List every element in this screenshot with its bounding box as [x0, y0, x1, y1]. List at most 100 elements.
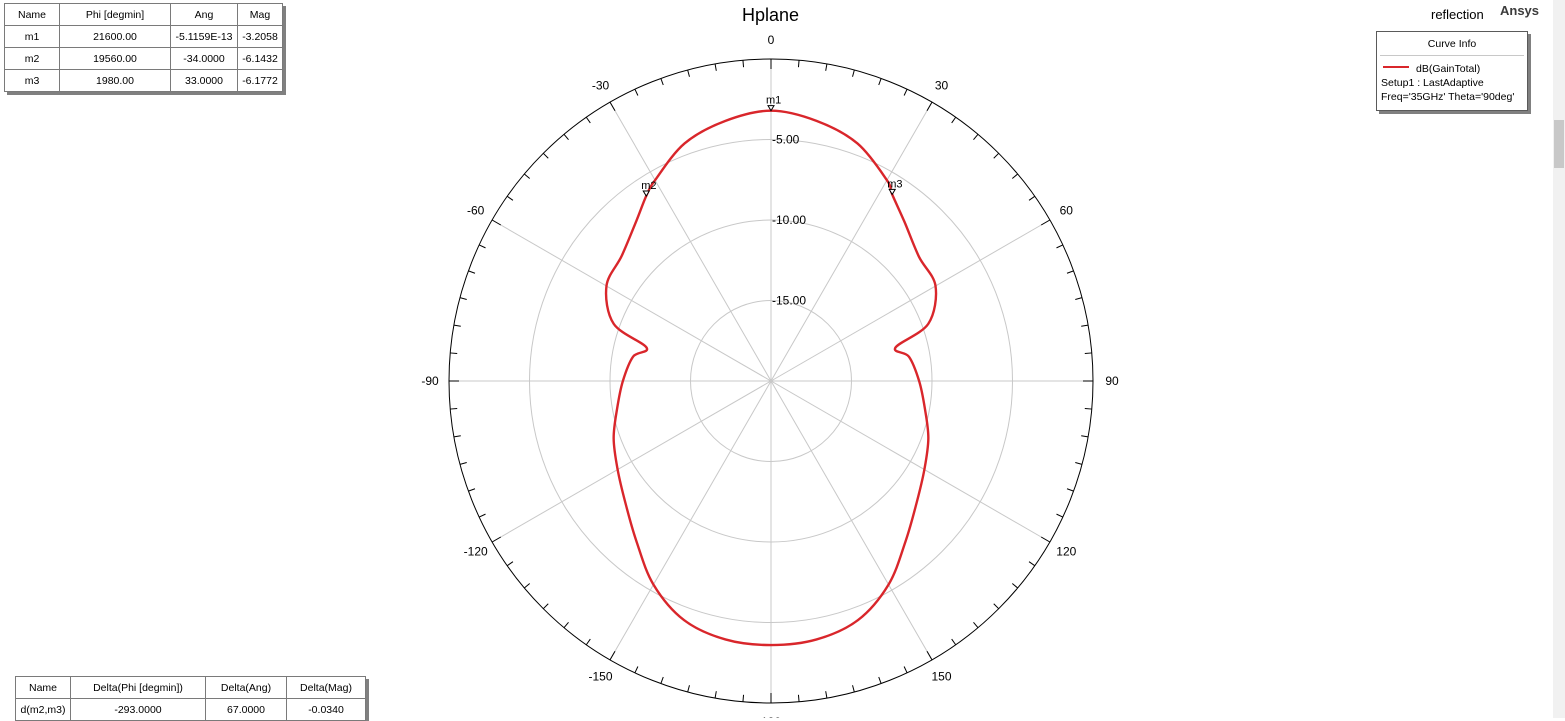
marker-cell: 33.0000 — [170, 69, 238, 92]
delta-row[interactable]: d(m2,m3) -293.0000 67.0000 -0.0340 — [15, 698, 366, 721]
delta-header-ang: Delta(Ang) — [205, 676, 287, 699]
angle-tick — [951, 638, 957, 646]
delta-header-mag: Delta(Mag) — [286, 676, 366, 699]
angle-tick — [993, 603, 1000, 610]
angle-tick — [1081, 435, 1089, 438]
vertical-scrollbar[interactable] — [1553, 0, 1565, 718]
marker-row-m3[interactable]: m3 1980.00 33.0000 -6.1772 — [4, 69, 283, 92]
curve-info-header: Curve Info — [1380, 32, 1524, 56]
angle-tick — [973, 134, 979, 141]
angle-tick — [634, 666, 639, 674]
marker-cell: -6.1772 — [237, 69, 283, 92]
angle-label: 0 — [768, 33, 775, 47]
chart-title: Hplane — [741, 5, 800, 25]
legend-swatch — [1383, 66, 1409, 68]
angular-ticks — [449, 59, 1093, 703]
angle-tick — [878, 78, 882, 86]
delta-cell: d(m2,m3) — [15, 698, 71, 721]
angle-tick — [825, 63, 828, 71]
angle-tick — [1011, 583, 1018, 589]
angle-label: 60 — [1060, 204, 1074, 218]
angle-label: 30 — [935, 79, 949, 93]
grid-spoke — [770, 380, 1051, 543]
angle-tick — [1075, 297, 1083, 300]
curve-layer — [604, 109, 938, 647]
angle-tick — [459, 297, 467, 300]
marker-row-m1[interactable]: m1 21600.00 -5.1159E-13 -3.2058 — [4, 25, 283, 48]
angle-tick — [453, 435, 461, 438]
angle-labels: 0 30 60 90 120 150 180 -150 -120 -90 -60 -30 — [421, 33, 1119, 718]
radial-labels: -5.00 -10.00 -15.00 — [772, 133, 806, 308]
angle-tick — [1066, 488, 1074, 492]
angle-label: 180 — [761, 715, 781, 718]
grid-spoke — [491, 380, 772, 543]
angle-tick — [563, 621, 569, 628]
legend-freq-line: Freq='35GHz' Theta='90deg' — [1381, 91, 1515, 103]
angle-tick — [1028, 561, 1036, 567]
angle-label: -90 — [421, 374, 439, 388]
delta-table: Name Delta(Phi [degmin]) Delta(Ang) Delt… — [15, 676, 366, 721]
markers-layer: m1 m2 m3 — [641, 95, 902, 198]
brand-logo: Ansys — [1500, 3, 1540, 18]
angle-tick — [468, 488, 476, 492]
marker-cell: m3 — [4, 69, 60, 92]
angle-tick — [478, 244, 486, 249]
delta-header-name: Name — [15, 676, 71, 699]
marker-label-m2: m2 — [641, 180, 656, 192]
angle-tick — [825, 691, 828, 699]
angle-label: -120 — [464, 545, 488, 559]
angle-tick — [450, 407, 458, 410]
marker-label-m3: m3 — [887, 178, 902, 190]
angle-tick — [634, 88, 639, 96]
angle-tick — [714, 691, 717, 699]
marker-cell: m1 — [4, 25, 60, 48]
marker-table-header: Name Phi [degmin] Ang Mag — [4, 3, 283, 26]
angle-tick — [1011, 173, 1018, 179]
angle-tick — [1056, 244, 1064, 249]
marker-triangle-m3 — [888, 188, 897, 196]
angle-tick — [1040, 219, 1051, 226]
angle-tick — [1081, 324, 1089, 327]
delta-header-phi: Delta(Phi [degmin]) — [70, 676, 206, 699]
angle-tick — [852, 685, 855, 693]
angle-tick — [1040, 536, 1051, 543]
angle-label: -150 — [588, 669, 612, 683]
radial-label: -15.00 — [772, 294, 806, 308]
angle-tick — [714, 63, 717, 71]
angle-label: 150 — [931, 669, 951, 683]
marker-table: Name Phi [degmin] Ang Mag m1 21600.00 -5… — [4, 3, 283, 92]
grid-spoke — [609, 380, 772, 661]
angle-tick — [951, 116, 957, 124]
angle-tick — [524, 583, 531, 589]
angle-tick — [609, 101, 616, 112]
angle-tick — [453, 324, 461, 327]
scrollbar-thumb[interactable] — [1554, 120, 1564, 168]
delta-cell: -0.0340 — [286, 698, 366, 721]
radial-label: -10.00 — [772, 213, 806, 227]
angle-tick — [993, 152, 1000, 159]
angle-tick — [478, 513, 486, 518]
angle-tick — [660, 78, 664, 86]
angle-tick — [491, 536, 502, 543]
curve-info-legend[interactable]: Curve Info dB(GainTotal) Setup1 : LastAd… — [1376, 31, 1528, 111]
angle-tick — [878, 676, 882, 684]
grid-spoke — [770, 380, 933, 661]
angle-tick — [1075, 462, 1083, 465]
grid-spoke — [770, 219, 1051, 382]
angle-tick — [459, 462, 467, 465]
angle-tick — [542, 152, 549, 159]
legend-entry[interactable]: dB(GainTotal) — [1377, 60, 1527, 76]
angle-tick — [742, 60, 745, 68]
angle-tick — [585, 638, 591, 646]
marker-cell: -5.1159E-13 — [170, 25, 238, 48]
angle-tick — [468, 270, 476, 274]
radial-label: -5.00 — [772, 133, 800, 147]
angle-tick — [903, 88, 908, 96]
angle-tick — [926, 650, 933, 661]
legend-setup-line: Setup1 : LastAdaptive — [1381, 77, 1484, 89]
angle-tick — [742, 694, 745, 702]
grid-spoke — [609, 101, 772, 382]
angle-tick — [450, 352, 458, 355]
angle-tick — [1056, 513, 1064, 518]
